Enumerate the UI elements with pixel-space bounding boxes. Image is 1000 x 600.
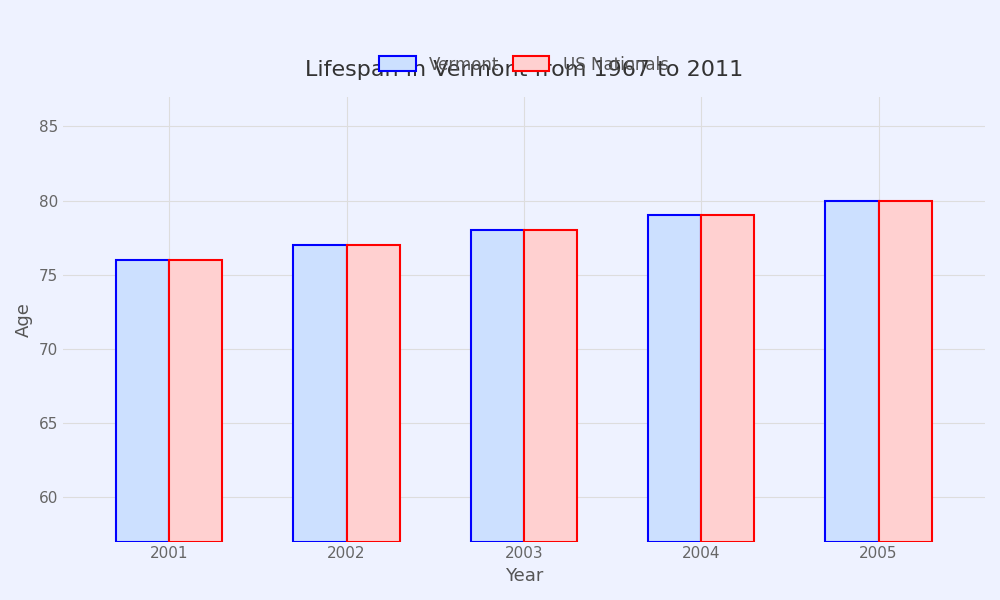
Bar <box>471 230 524 542</box>
Bar <box>293 245 347 542</box>
Bar <box>347 245 400 542</box>
Bar <box>879 200 932 542</box>
Bar <box>648 215 701 542</box>
Bar <box>524 230 577 542</box>
Y-axis label: Age: Age <box>15 302 33 337</box>
X-axis label: Year: Year <box>505 567 543 585</box>
Bar <box>169 260 222 542</box>
Legend: Vermont, US Nationals: Vermont, US Nationals <box>371 47 677 82</box>
Bar <box>825 200 879 542</box>
Title: Lifespan in Vermont from 1967 to 2011: Lifespan in Vermont from 1967 to 2011 <box>305 60 743 80</box>
Bar <box>116 260 169 542</box>
Bar <box>701 215 754 542</box>
